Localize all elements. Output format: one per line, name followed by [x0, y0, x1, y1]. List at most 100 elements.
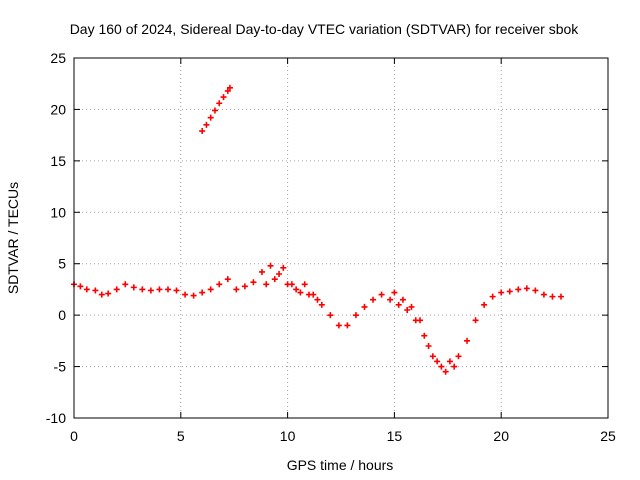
data-point	[336, 322, 342, 328]
data-point	[139, 286, 145, 292]
data-point	[203, 122, 209, 128]
data-point	[199, 290, 205, 296]
data-point	[297, 290, 303, 296]
data-point	[233, 286, 239, 292]
data-point	[447, 358, 453, 364]
data-point	[490, 294, 496, 300]
data-point	[481, 302, 487, 308]
data-point	[315, 297, 321, 303]
data-point	[208, 115, 214, 121]
data-point	[280, 265, 286, 271]
data-point	[84, 286, 90, 292]
data-point	[77, 283, 83, 289]
x-tick-label: 25	[600, 428, 616, 444]
y-tick-labels: -10 -5 0 5 10 15 20 25	[46, 50, 66, 426]
data-point	[344, 322, 350, 328]
data-point	[272, 276, 278, 282]
data-point	[387, 297, 393, 303]
y-tick-label: 20	[50, 101, 66, 117]
chart-title: Day 160 of 2024, Sidereal Day-to-day VTE…	[70, 21, 580, 37]
data-point	[361, 304, 367, 310]
data-point	[268, 263, 274, 269]
y-tick-label: 15	[50, 153, 66, 169]
data-point	[216, 281, 222, 287]
data-point	[473, 317, 479, 323]
data-point	[558, 294, 564, 300]
y-tick-label: -5	[54, 359, 67, 375]
data-point	[319, 302, 325, 308]
grid	[74, 58, 608, 418]
sdtvar-chart: Day 160 of 2024, Sidereal Day-to-day VTE…	[0, 0, 640, 480]
data-point	[208, 286, 214, 292]
data-point	[443, 369, 449, 375]
data-point	[391, 290, 397, 296]
y-tick-label: -10	[46, 410, 66, 426]
x-tick-labels: 0 5 10 15 20 25	[70, 428, 616, 444]
data-point	[396, 302, 402, 308]
data-point	[259, 269, 265, 275]
data-point	[404, 307, 410, 313]
data-point	[306, 292, 312, 298]
x-tick-label: 20	[493, 428, 509, 444]
data-point	[434, 358, 440, 364]
data-point	[541, 292, 547, 298]
data-point	[455, 353, 461, 359]
x-tick-label: 5	[177, 428, 185, 444]
series	[263, 265, 457, 375]
plot-frame	[74, 58, 608, 418]
data-point	[302, 281, 308, 287]
data-point	[532, 287, 538, 293]
data-point	[293, 286, 299, 292]
data-point	[498, 290, 504, 296]
data-point	[216, 100, 222, 106]
y-tick-label: 25	[50, 50, 66, 66]
data-point	[131, 284, 137, 290]
data-point	[353, 312, 359, 318]
x-tick-label: 10	[280, 428, 296, 444]
data-point	[400, 297, 406, 303]
data-point	[263, 281, 269, 287]
series	[199, 85, 233, 134]
data-point	[221, 94, 227, 100]
x-tick-label: 0	[70, 428, 78, 444]
data-point	[99, 292, 105, 298]
data-point	[289, 281, 295, 287]
y-tick-label: 10	[50, 204, 66, 220]
data-point	[379, 292, 385, 298]
data-point	[370, 297, 376, 303]
data-point	[549, 294, 555, 300]
data-point	[524, 285, 530, 291]
data-point	[327, 312, 333, 318]
data-point	[417, 317, 423, 323]
y-tick-label: 5	[58, 256, 66, 272]
data-point	[451, 364, 457, 370]
data-point	[242, 283, 248, 289]
data-point	[174, 287, 180, 293]
y-tick-label: 0	[58, 307, 66, 323]
data-point	[438, 364, 444, 370]
series	[71, 263, 564, 370]
y-axis-label: SDTVAR / TECUs	[5, 182, 21, 294]
x-tick-label: 15	[387, 428, 403, 444]
data-point	[276, 271, 282, 277]
data-point	[464, 338, 470, 344]
data-point	[426, 343, 432, 349]
data-point	[430, 353, 436, 359]
data-point	[148, 287, 154, 293]
data-point	[421, 333, 427, 339]
data-point	[515, 286, 521, 292]
data-point	[156, 286, 162, 292]
data-point	[250, 279, 256, 285]
data-point	[182, 292, 188, 298]
data-point	[212, 107, 218, 113]
data-point	[105, 291, 111, 297]
data-point	[122, 281, 128, 287]
axis-ticks	[74, 58, 608, 418]
data-point	[507, 288, 513, 294]
data-point	[165, 286, 171, 292]
data-point	[191, 293, 197, 299]
data-point	[92, 287, 98, 293]
data-point	[225, 276, 231, 282]
x-axis-label: GPS time / hours	[287, 457, 394, 473]
data-point	[408, 304, 414, 310]
